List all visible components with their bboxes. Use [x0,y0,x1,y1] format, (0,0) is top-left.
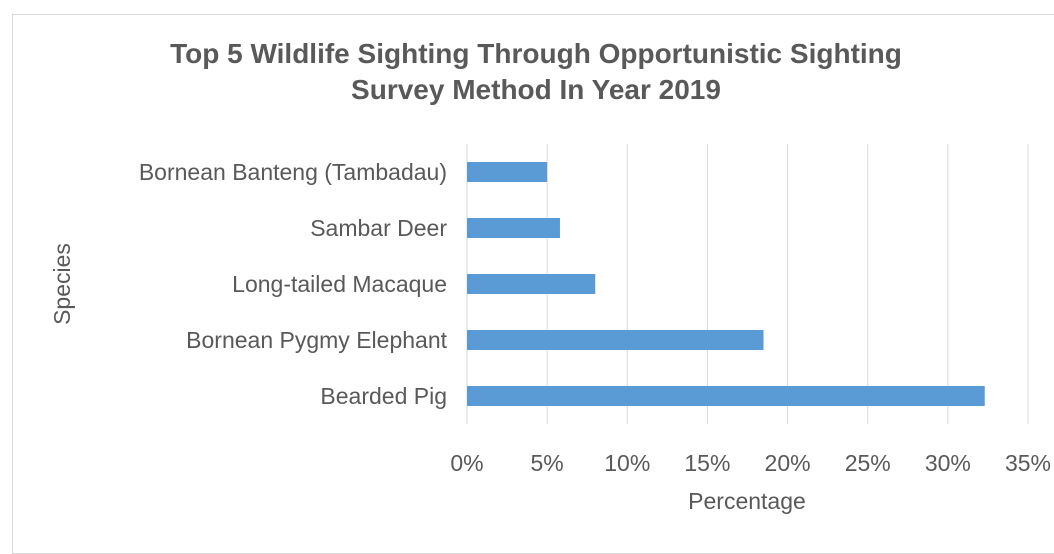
bar [467,330,764,350]
category-label: Sambar Deer [310,215,447,241]
chart-title-line-1: Top 5 Wildlife Sighting Through Opportun… [170,38,902,69]
bars [467,162,985,406]
gridlines [466,144,1029,424]
chart-title: Top 5 Wildlife Sighting Through Opportun… [0,36,1054,108]
x-tick-label: 35% [1005,450,1051,476]
category-label: Bornean Pygmy Elephant [186,327,447,353]
bar [467,386,985,406]
category-labels: Bornean Banteng (Tambadau) Sambar Deer Lon… [139,159,448,409]
bar [467,274,596,294]
x-tick-label: 15% [684,450,730,476]
x-axis-label: Percentage [688,488,806,514]
x-tick-label: 25% [845,450,891,476]
y-axis-label: Species [49,243,75,325]
chart-title-line-2: Survey Method In Year 2019 [351,74,721,105]
x-tick-label: 30% [925,450,971,476]
x-tick-labels: 0% 5% 10% 15% 20% 25% 30% 35% [450,450,1051,476]
x-tick-label: 5% [531,450,564,476]
x-tick-label: 10% [604,450,650,476]
category-label: Bornean Banteng (Tambadau) [139,159,447,185]
bar [467,218,560,238]
bar-chart: Bornean Banteng (Tambadau) Sambar Deer Lon… [49,144,1051,514]
x-tick-label: 20% [765,450,811,476]
category-label: Long-tailed Macaque [232,271,447,297]
bar [467,162,548,182]
x-tick-label: 0% [450,450,483,476]
category-label: Bearded Pig [320,383,447,409]
